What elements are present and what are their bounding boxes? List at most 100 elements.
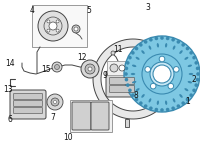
Circle shape xyxy=(38,11,68,41)
Text: 1: 1 xyxy=(186,97,190,106)
Circle shape xyxy=(47,94,63,110)
Ellipse shape xyxy=(141,94,145,98)
Circle shape xyxy=(184,81,192,87)
FancyBboxPatch shape xyxy=(72,102,91,130)
Circle shape xyxy=(81,60,99,78)
Circle shape xyxy=(131,51,135,55)
Ellipse shape xyxy=(157,43,159,47)
Circle shape xyxy=(153,65,171,83)
Circle shape xyxy=(128,56,132,59)
Ellipse shape xyxy=(184,88,188,91)
Ellipse shape xyxy=(131,73,135,75)
FancyBboxPatch shape xyxy=(106,71,138,97)
Circle shape xyxy=(88,67,92,71)
Circle shape xyxy=(189,51,193,55)
Circle shape xyxy=(126,83,130,87)
Polygon shape xyxy=(125,119,129,127)
Ellipse shape xyxy=(136,88,140,91)
FancyBboxPatch shape xyxy=(110,86,134,92)
Circle shape xyxy=(186,47,189,50)
Circle shape xyxy=(192,56,196,59)
Text: 14: 14 xyxy=(5,59,15,67)
Circle shape xyxy=(125,67,128,70)
Text: 4: 4 xyxy=(30,5,34,15)
Ellipse shape xyxy=(136,57,140,60)
Circle shape xyxy=(47,29,50,32)
Ellipse shape xyxy=(165,43,167,47)
Circle shape xyxy=(194,61,198,65)
FancyBboxPatch shape xyxy=(32,5,87,47)
Circle shape xyxy=(177,40,180,44)
FancyBboxPatch shape xyxy=(14,107,43,113)
Circle shape xyxy=(74,27,78,31)
Circle shape xyxy=(186,98,189,101)
Circle shape xyxy=(125,78,128,81)
Circle shape xyxy=(196,67,199,70)
Text: 13: 13 xyxy=(3,85,13,93)
Text: 11: 11 xyxy=(113,45,123,54)
Circle shape xyxy=(110,64,118,72)
Ellipse shape xyxy=(157,100,159,105)
FancyBboxPatch shape xyxy=(110,77,134,85)
Circle shape xyxy=(196,72,200,76)
Text: 8: 8 xyxy=(134,91,138,100)
Circle shape xyxy=(166,37,169,40)
Circle shape xyxy=(111,51,115,55)
Ellipse shape xyxy=(132,65,136,67)
Circle shape xyxy=(168,83,174,89)
Text: 7: 7 xyxy=(51,112,55,122)
Circle shape xyxy=(47,20,50,23)
Circle shape xyxy=(144,40,147,44)
Circle shape xyxy=(155,108,158,111)
Ellipse shape xyxy=(132,81,136,83)
Text: 10: 10 xyxy=(63,132,73,142)
Circle shape xyxy=(128,88,132,92)
Ellipse shape xyxy=(184,57,188,60)
Circle shape xyxy=(145,67,151,72)
Circle shape xyxy=(159,56,165,62)
Polygon shape xyxy=(93,39,171,119)
Circle shape xyxy=(181,101,185,105)
Text: 3: 3 xyxy=(146,2,150,11)
FancyBboxPatch shape xyxy=(14,101,43,106)
Circle shape xyxy=(126,61,130,65)
Circle shape xyxy=(160,108,164,112)
Circle shape xyxy=(189,93,193,97)
Ellipse shape xyxy=(141,50,145,54)
Ellipse shape xyxy=(179,50,183,54)
Circle shape xyxy=(177,104,180,108)
Circle shape xyxy=(194,83,198,87)
FancyBboxPatch shape xyxy=(14,93,43,100)
Circle shape xyxy=(196,78,199,81)
Circle shape xyxy=(56,20,59,23)
Ellipse shape xyxy=(188,81,192,83)
Ellipse shape xyxy=(173,46,175,50)
Ellipse shape xyxy=(165,100,167,105)
FancyBboxPatch shape xyxy=(107,61,129,75)
Circle shape xyxy=(155,37,158,40)
Circle shape xyxy=(135,47,138,50)
Circle shape xyxy=(54,101,57,103)
Text: 5: 5 xyxy=(87,5,91,15)
Circle shape xyxy=(144,104,147,108)
Text: 9: 9 xyxy=(103,71,107,80)
Circle shape xyxy=(150,62,174,86)
Ellipse shape xyxy=(179,94,183,98)
Circle shape xyxy=(192,88,196,92)
Circle shape xyxy=(85,64,95,74)
Circle shape xyxy=(52,62,62,72)
Ellipse shape xyxy=(149,98,151,102)
FancyBboxPatch shape xyxy=(70,100,112,132)
Circle shape xyxy=(171,38,175,42)
Circle shape xyxy=(139,101,143,105)
FancyBboxPatch shape xyxy=(91,102,109,130)
Text: 2: 2 xyxy=(192,75,196,83)
Circle shape xyxy=(149,38,153,42)
Circle shape xyxy=(160,36,164,40)
FancyBboxPatch shape xyxy=(10,90,46,119)
Text: 6: 6 xyxy=(8,115,12,123)
Circle shape xyxy=(171,106,175,110)
Circle shape xyxy=(124,72,128,76)
Circle shape xyxy=(56,29,59,32)
Circle shape xyxy=(131,93,135,97)
